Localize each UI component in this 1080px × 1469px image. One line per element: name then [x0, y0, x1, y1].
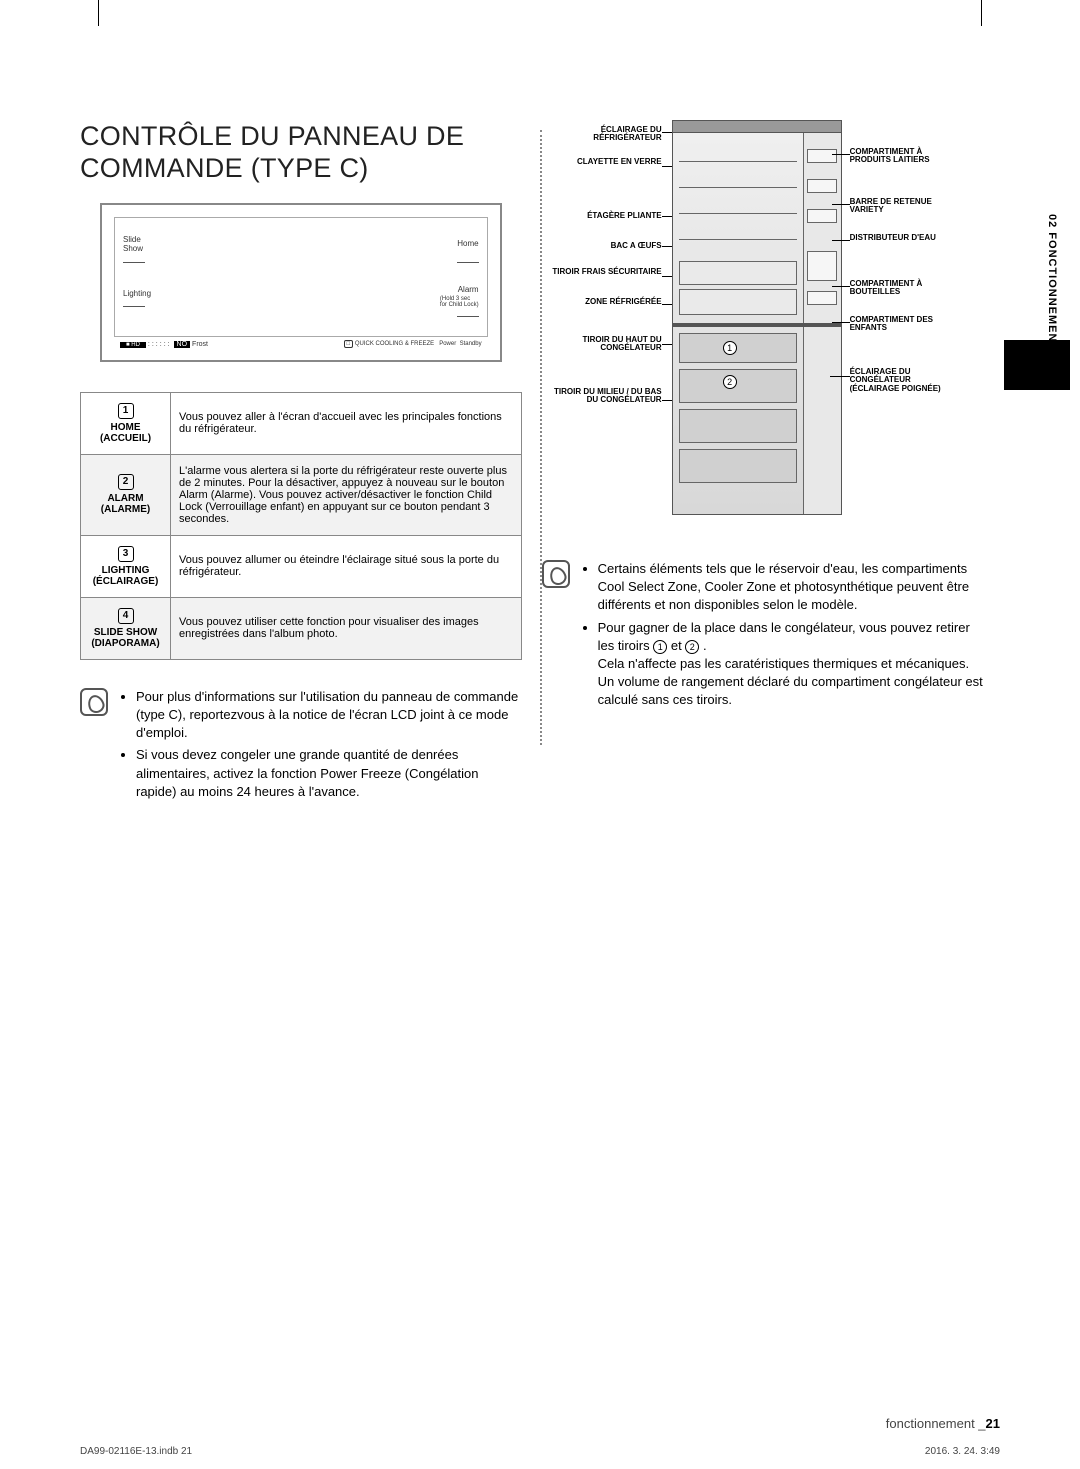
callout-left: ÉCLAIRAGE DU RÉFRIGÉRATEUR — [542, 126, 662, 143]
callout-left: ZONE RÉFRIGÉRÉE — [542, 298, 662, 306]
nofrost-badge: NO — [174, 341, 191, 348]
func-num: 1 — [118, 403, 134, 419]
table-row: 3 LIGHTING (ÉCLAIRAGE) Vous pouvez allum… — [81, 535, 522, 597]
note-block-right: Certains éléments tels que le réservoir … — [542, 560, 984, 714]
fridge-body: 1 2 — [672, 120, 842, 515]
callout-right: ÉCLAIRAGE DU CONGÉLATEUR (ÉCLAIRAGE POIG… — [850, 368, 960, 393]
callout-right: COMPARTIMENT À PRODUITS LAITIERS — [850, 148, 960, 165]
func-name: ALARM — [107, 493, 143, 504]
panel-slide-show-label: Slide Show — [123, 236, 143, 254]
table-row: 1 HOME (ACCUEIL) Vous pouvez aller à l'é… — [81, 392, 522, 454]
inline-ref-2: 2 — [685, 640, 699, 654]
callout-left: BAC A ŒUFS — [542, 242, 662, 250]
inline-ref-1: 1 — [653, 640, 667, 654]
func-sub: (ACCUEIL) — [100, 433, 151, 444]
note-item: Pour gagner de la place dans le congélat… — [598, 619, 984, 710]
table-row: 4 SLIDE SHOW (DIAPORAMA) Vous pouvez uti… — [81, 597, 522, 659]
print-timestamp: 2016. 3. 24. 3:49 — [925, 1446, 1000, 1457]
func-sub: (ALARME) — [101, 504, 150, 515]
note-icon — [80, 688, 108, 716]
panel-alarm-label: Alarm — [458, 286, 479, 295]
section-title: CONTRÔLE DU PANNEAU DE COMMANDE (TYPE C) — [80, 120, 522, 185]
fridge-diagram: ÉCLAIRAGE DU RÉFRIGÉRATEUR CLAYETTE EN V… — [542, 120, 984, 530]
func-name: SLIDE SHOW — [94, 627, 157, 638]
note-item: Si vous devez congeler une grande quanti… — [136, 746, 522, 801]
func-num: 4 — [118, 608, 134, 624]
callout-left: TIROIR DU HAUT DU CONGÉLATEUR — [542, 336, 662, 353]
page-footer: fonctionnement _21 — [886, 1416, 1000, 1431]
panel-alarm-sub: (Hold 3 sec for Child Lock) — [440, 296, 479, 309]
note-item: Certains éléments tels que le réservoir … — [598, 560, 984, 615]
drawer-ref-2: 2 — [723, 375, 737, 389]
panel-lighting-label: Lighting — [123, 290, 151, 299]
thumb-index-mark — [1004, 340, 1070, 390]
control-panel-illustration: Slide Show Lighting Home Alarm (Hold 3 s… — [100, 203, 502, 362]
note-block-left: Pour plus d'informations sur l'utilisati… — [80, 688, 522, 805]
callout-left: TIROIR FRAIS SÉCURITAIRE — [542, 268, 662, 276]
callout-right: DISTRIBUTEUR D'EAU — [850, 234, 960, 242]
callout-left: TIROIR DU MILIEU / DU BAS DU CONGÉLATEUR — [542, 388, 662, 405]
drawer-ref-1: 1 — [723, 341, 737, 355]
right-column: ÉCLAIRAGE DU RÉFRIGÉRATEUR CLAYETTE EN V… — [542, 120, 984, 825]
func-desc: Vous pouvez aller à l'écran d'accueil av… — [171, 392, 522, 454]
func-desc: Vous pouvez allumer ou éteindre l'éclair… — [171, 535, 522, 597]
section-tab-label: 02 FONCTIONNEMENT — [1044, 210, 1060, 354]
functions-table: 1 HOME (ACCUEIL) Vous pouvez aller à l'é… — [80, 392, 522, 660]
crop-mark — [981, 0, 982, 26]
callout-right: BARRE DE RETENUE VARIETY — [850, 198, 960, 215]
callout-left: CLAYETTE EN VERRE — [542, 158, 662, 166]
panel-footer: ■ HD :::::: NOFrost □ QUICK COOLING & FR… — [114, 337, 488, 348]
func-num: 2 — [118, 474, 134, 490]
callout-right: COMPARTIMENT À BOUTEILLES — [850, 280, 960, 297]
func-name: LIGHTING — [102, 565, 150, 576]
note-icon — [542, 560, 570, 588]
func-num: 3 — [118, 546, 134, 562]
func-sub: (DIAPORAMA) — [91, 638, 159, 649]
func-name: HOME — [111, 422, 141, 433]
callout-right: COMPARTIMENT DES ENFANTS — [850, 316, 960, 333]
left-column: CONTRÔLE DU PANNEAU DE COMMANDE (TYPE C)… — [80, 120, 522, 825]
panel-home-label: Home — [457, 240, 478, 249]
section-tab: 02 FONCTIONNEMENT — [1044, 210, 1060, 354]
print-file: DA99-02116E-13.indb 21 — [80, 1446, 192, 1457]
page-content: 02 FONCTIONNEMENT CONTRÔLE DU PANNEAU DE… — [80, 30, 1000, 1439]
callout-left: ÉTAGÈRE PLIANTE — [542, 212, 662, 220]
print-metadata: DA99-02116E-13.indb 21 2016. 3. 24. 3:49 — [80, 1446, 1000, 1457]
note-item: Pour plus d'informations sur l'utilisati… — [136, 688, 522, 743]
func-sub: (ÉCLAIRAGE) — [93, 576, 159, 587]
func-desc: L'alarme vous alertera si la porte du ré… — [171, 454, 522, 535]
func-desc: Vous pouvez utiliser cette fonction pour… — [171, 597, 522, 659]
crop-mark — [98, 0, 99, 26]
table-row: 2 ALARM (ALARME) L'alarme vous alertera … — [81, 454, 522, 535]
